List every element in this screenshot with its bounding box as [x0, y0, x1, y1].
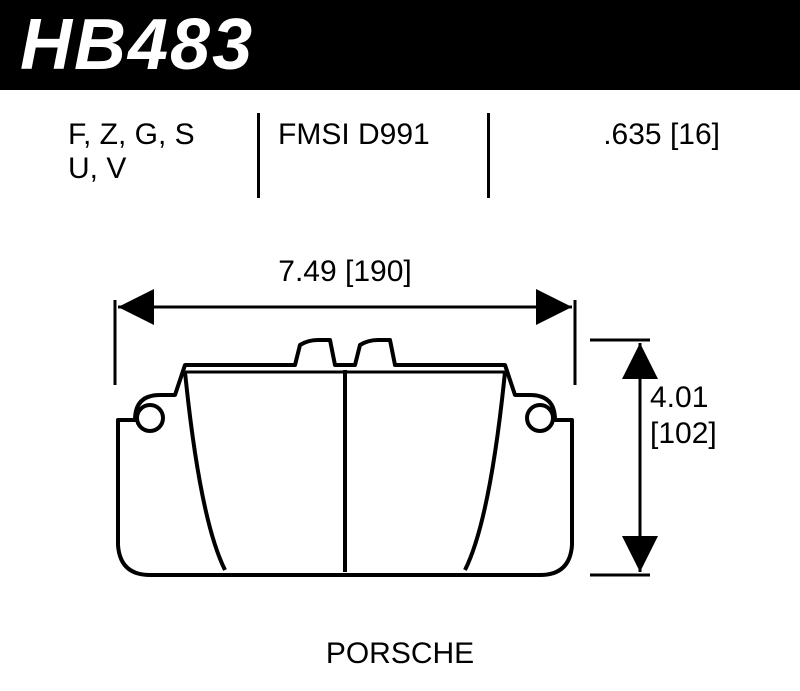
brake-pad-diagram [0, 0, 800, 691]
brake-pad-shape [118, 340, 572, 575]
